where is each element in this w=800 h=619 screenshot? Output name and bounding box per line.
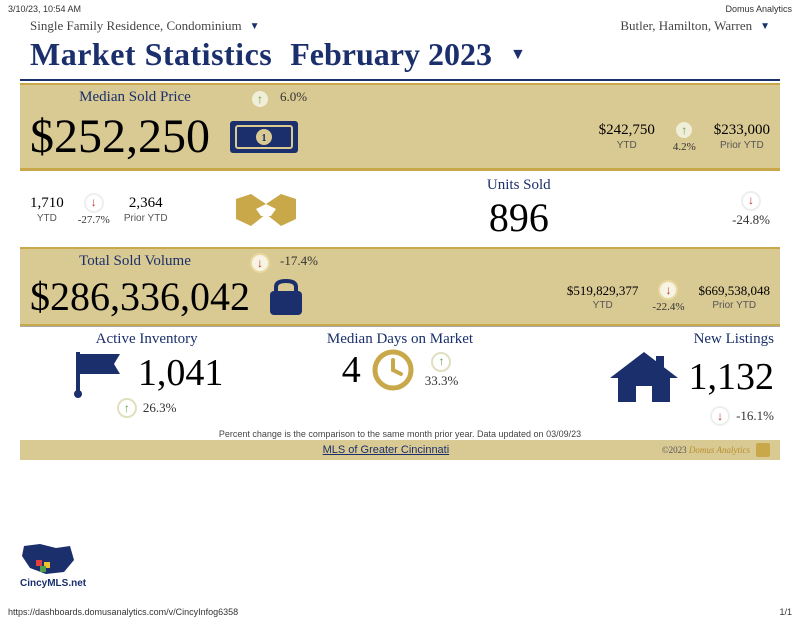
bottom-metrics-row: Active Inventory 1,041 ↑ 26.3% Median Da… — [20, 326, 780, 428]
median-ytd-value: $242,750 — [599, 122, 655, 139]
units-prior-value: 2,364 — [129, 195, 163, 212]
new-listings-pct: -16.1% — [736, 408, 774, 424]
arrow-up-icon: ↑ — [674, 120, 694, 140]
inventory-label: Active Inventory — [26, 331, 267, 348]
arrow-up-icon: ↑ — [117, 398, 137, 418]
svg-text:1: 1 — [262, 133, 267, 144]
footer-bar: MLS of Greater Cincinnati ©2023 Domus An… — [20, 440, 780, 460]
units-pct: -24.8% — [732, 212, 770, 228]
median-price-value: $252,250 — [30, 109, 210, 164]
volume-label: Total Sold Volume — [30, 253, 240, 270]
arrow-up-icon: ↑ — [431, 352, 451, 372]
bag-icon — [264, 275, 308, 319]
property-type-filter[interactable]: Single Family Residence, Condominium ▼ — [30, 18, 260, 34]
units-ytd-label: YTD — [37, 213, 57, 224]
print-source: Domus Analytics — [725, 4, 792, 14]
median-price-pct: 6.0% — [280, 89, 307, 105]
mls-link[interactable]: MLS of Greater Cincinnati — [110, 444, 662, 456]
handshake-icon — [226, 184, 306, 234]
arrow-down-icon: ↓ — [250, 253, 270, 273]
print-header: 3/10/23, 10:54 AM Domus Analytics — [0, 0, 800, 18]
arrow-down-icon: ↓ — [658, 280, 678, 300]
print-page: 1/1 — [779, 607, 792, 617]
new-listings-value: 1,132 — [688, 355, 774, 399]
logo-text: CincyMLS.net — [20, 578, 86, 589]
print-timestamp: 3/10/23, 10:54 AM — [8, 4, 81, 14]
footnote: Percent change is the comparison to the … — [20, 428, 780, 440]
dom-cell: Median Days on Market 4 ↑ 33.3% — [273, 327, 526, 428]
new-listings-cell: New Listings 1,132 ↓ -16.1% — [527, 327, 780, 428]
volume-ytd-value: $519,829,377 — [567, 283, 639, 299]
median-ytd-label: YTD — [617, 140, 637, 151]
caret-down-icon: ▼ — [760, 21, 770, 32]
units-prior-label: Prior YTD — [124, 213, 168, 224]
period-value: February 2023 — [290, 36, 492, 72]
units-label: Units Sold — [320, 177, 719, 194]
region-filter[interactable]: Butler, Hamilton, Warren ▼ — [620, 18, 770, 34]
volume-pct: -17.4% — [280, 253, 318, 269]
inventory-value: 1,041 — [138, 351, 224, 395]
volume-ytd-label: YTD — [593, 300, 613, 311]
copyright: ©2023 Domus Analytics — [662, 445, 750, 455]
units-ytd-pct: -27.7% — [78, 214, 110, 226]
new-listings-label: New Listings — [533, 331, 774, 348]
units-ytd-value: 1,710 — [30, 195, 64, 212]
property-type-value: Single Family Residence, Condominium — [30, 18, 242, 34]
volume-prior-value: $669,538,048 — [699, 283, 771, 299]
median-prior-label: Prior YTD — [720, 140, 764, 151]
dom-value: 4 — [342, 348, 361, 392]
arrow-down-icon: ↓ — [741, 191, 761, 211]
house-icon — [604, 348, 684, 406]
region-value: Butler, Hamilton, Warren — [620, 18, 752, 34]
clock-icon — [371, 348, 415, 392]
print-url: https://dashboards.domusanalytics.com/v/… — [8, 607, 238, 617]
dom-pct: 33.3% — [425, 373, 459, 389]
arrow-down-icon: ↓ — [84, 193, 104, 213]
page-title: Market Statistics — [30, 36, 272, 73]
median-price-label: Median Sold Price — [30, 89, 240, 106]
inventory-pct: 26.3% — [143, 400, 177, 416]
median-prior-value: $233,000 — [714, 122, 770, 139]
period-selector[interactable]: February 2023 — [290, 36, 492, 73]
volume-ytd-pct: -22.4% — [652, 301, 684, 313]
dom-label: Median Days on Market — [279, 331, 520, 348]
inventory-cell: Active Inventory 1,041 ↑ 26.3% — [20, 327, 273, 428]
volume-value: $286,336,042 — [30, 273, 250, 320]
units-sold-section: 1,710 YTD ↓ -27.7% 2,364 Prior YTD Units… — [20, 171, 780, 247]
volume-prior-label: Prior YTD — [712, 300, 756, 311]
flag-icon — [70, 348, 130, 398]
print-icon[interactable] — [756, 443, 770, 457]
median-price-section: Median Sold Price ↑ 6.0% $252,250 1 $242… — [20, 83, 780, 170]
caret-down-icon: ▼ — [250, 21, 260, 32]
money-icon: 1 — [228, 115, 300, 159]
print-footer: https://dashboards.domusanalytics.com/v/… — [8, 607, 792, 617]
arrow-up-icon: ↑ — [250, 89, 270, 109]
units-value: 896 — [320, 194, 719, 241]
logo: CincyMLS.net — [20, 542, 86, 589]
caret-down-icon[interactable]: ▼ — [510, 46, 526, 64]
median-ytd-pct: 4.2% — [673, 141, 696, 153]
arrow-down-icon: ↓ — [710, 406, 730, 426]
volume-section: Total Sold Volume ↓ -17.4% $286,336,042 … — [20, 247, 780, 326]
